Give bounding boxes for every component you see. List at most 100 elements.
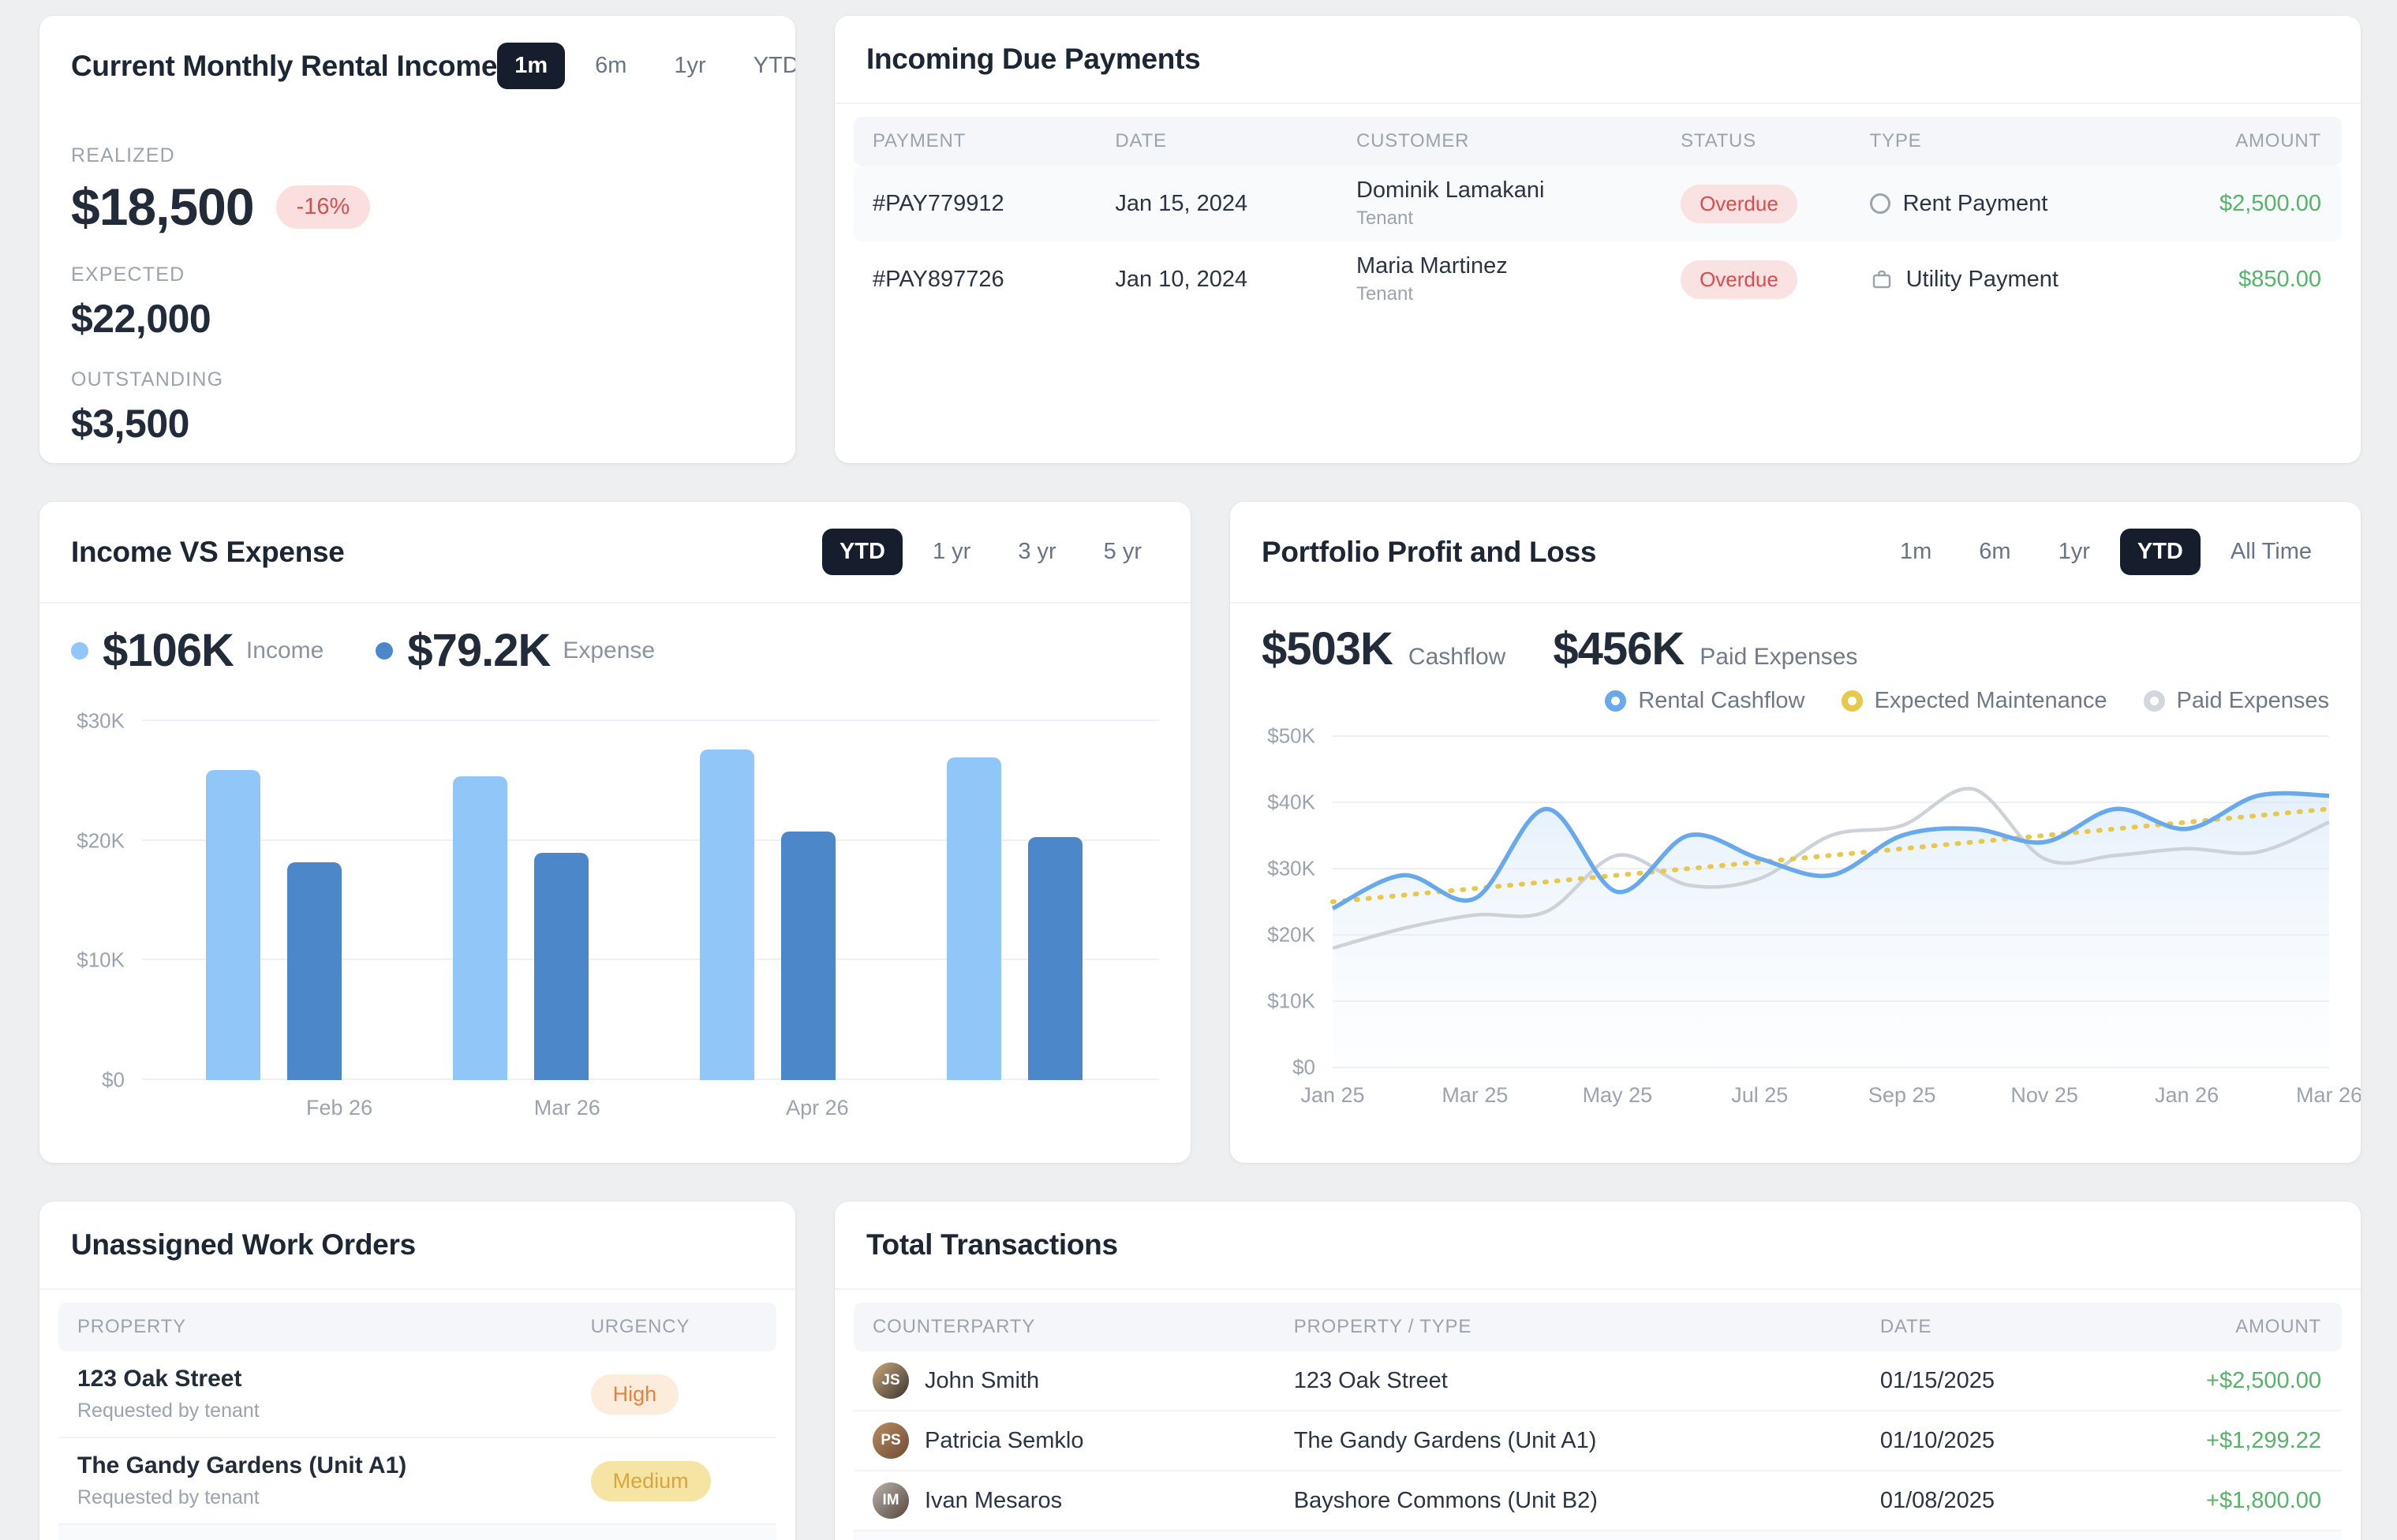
due-payments-header: Incoming Due Payments bbox=[835, 16, 2361, 104]
transaction-date: 01/08/2025 bbox=[1879, 1487, 1995, 1513]
tab-3-yr[interactable]: 3 yr bbox=[1000, 529, 1073, 575]
stat-realized: REALIZED $18,500 -16% bbox=[71, 144, 764, 237]
gridline bbox=[142, 959, 1159, 961]
tab-1yr[interactable]: 1yr bbox=[2041, 529, 2107, 575]
property-name: The Gandy Gardens (Unit A1) bbox=[77, 1452, 407, 1478]
y-tick-label: $10K bbox=[77, 948, 125, 972]
column-header-type: TYPE bbox=[1869, 130, 1922, 151]
transaction-amount: +$2,500.00 bbox=[2206, 1367, 2321, 1393]
payment-id: #PAY779912 bbox=[873, 190, 1004, 216]
column-header-counterparty: COUNTERPARTY bbox=[873, 1316, 1036, 1337]
counterparty-name: Ivan Mesaros bbox=[925, 1487, 1063, 1513]
y-tick-label: $50K bbox=[1267, 723, 1315, 748]
stat-value: $3,500 bbox=[71, 402, 189, 446]
transaction-date: 01/10/2025 bbox=[1879, 1427, 1995, 1453]
payment-row[interactable]: #PAY897726 Jan 10, 2024 Maria Martinez Tena… bbox=[854, 241, 2342, 317]
income-bar bbox=[453, 776, 508, 1080]
payment-date: Jan 15, 2024 bbox=[1115, 190, 1248, 216]
expense-bar bbox=[286, 862, 342, 1080]
payment-customer: Maria Martinez Tenant bbox=[1337, 253, 1662, 305]
status-badge: Overdue bbox=[1681, 260, 1797, 299]
payment-customer: Dominik Lamakani Tenant bbox=[1337, 178, 1662, 230]
income-bar bbox=[206, 770, 261, 1080]
transaction-row[interactable]: IM Ivan Mesaros Bayshore Commons (Unit B2)… bbox=[854, 1471, 2342, 1531]
stat-value-row: $22,000 bbox=[71, 296, 764, 342]
transaction-counterparty: IM Ivan Mesaros bbox=[854, 1482, 1275, 1519]
counterparty-name: Patricia Semklo bbox=[925, 1427, 1084, 1453]
tab-6m[interactable]: 6m bbox=[1961, 529, 2028, 575]
tab-6m[interactable]: 6m bbox=[578, 43, 644, 89]
portfolio-pnl-plot bbox=[1333, 736, 2329, 1067]
payment-type-label: Utility Payment bbox=[1905, 266, 2059, 292]
customer-name: Dominik Lamakani bbox=[1356, 177, 1545, 203]
y-tick-label: $0 bbox=[1292, 1055, 1315, 1079]
payment-amount: $2,500.00 bbox=[2219, 190, 2321, 216]
income-expense-title: Income VS Expense bbox=[71, 535, 345, 568]
stat-label: EXPECTED bbox=[71, 264, 185, 286]
transaction-row[interactable]: PS Patricia Semklo The Gandy Gardens (Unit… bbox=[854, 1411, 2342, 1471]
transaction-row[interactable]: JS John Smith 123 Oak Street 01/15/2025 +$2,… bbox=[854, 1351, 2342, 1411]
work-order-row[interactable]: The Gandy Gardens (Unit A1) Requested by … bbox=[58, 1438, 776, 1525]
urgency-badge: High bbox=[590, 1374, 679, 1415]
stat-label: OUTSTANDING bbox=[71, 368, 224, 391]
circle-icon bbox=[1869, 193, 1890, 214]
transaction-counterparty: JS John Smith bbox=[854, 1362, 1275, 1399]
tab-5-yr[interactable]: 5 yr bbox=[1086, 529, 1159, 575]
stat-value-row: $3,500 bbox=[71, 401, 764, 447]
tab-1m[interactable]: 1m bbox=[497, 43, 566, 89]
avatar: PS bbox=[873, 1422, 909, 1459]
stat-value: $456K bbox=[1553, 623, 1685, 675]
legend-income: $106K Income bbox=[71, 624, 323, 677]
due-payments-table-body: #PAY779912 Jan 15, 2024 Dominik Lamakani Te… bbox=[854, 166, 2342, 317]
transaction-property: Bayshore Commons (Unit B2) bbox=[1293, 1487, 1598, 1513]
stat-label: Cashflow bbox=[1408, 644, 1506, 670]
rental-income-header: Current Monthly Rental Income 1m 6m 1yr YTD bbox=[39, 16, 795, 116]
legend-label: Expense bbox=[563, 637, 656, 663]
rental-income-tabs: 1m 6m 1yr YTD bbox=[497, 43, 795, 89]
tab-1-yr[interactable]: 1 yr bbox=[915, 529, 988, 575]
work-order-row[interactable]: Bayshore Commons (Unit A1)Requested by y… bbox=[58, 1525, 776, 1540]
column-header-payment: PAYMENT bbox=[873, 130, 967, 151]
tab-ytd[interactable]: YTD bbox=[2119, 529, 2201, 575]
bottom-row: Unassigned Work Orders PROPERTY URGENCY 1… bbox=[39, 1202, 2361, 1540]
work-orders-card: Unassigned Work Orders PROPERTY URGENCY 1… bbox=[39, 1202, 795, 1540]
middle-row: Income VS Expense YTD 1 yr 3 yr 5 yr $106K I… bbox=[39, 502, 2361, 1163]
transactions-card: Total Transactions COUNTERPARTY PROPERTY … bbox=[835, 1202, 2361, 1540]
rental-income-stats: REALIZED $18,500 -16% EXPECTED $22,000 OUTSTA… bbox=[39, 116, 795, 463]
payment-amount: $850.00 bbox=[2238, 266, 2321, 292]
tab-ytd[interactable]: YTD bbox=[821, 529, 903, 575]
stat-value: $18,500 bbox=[71, 178, 255, 236]
column-header-status: STATUS bbox=[1681, 130, 1756, 151]
y-tick-label: $30K bbox=[1267, 856, 1315, 880]
transaction-amount: +$1,299.22 bbox=[2206, 1427, 2321, 1453]
column-header-amount: AMOUNT bbox=[2235, 130, 2321, 151]
work-orders-title: Unassigned Work Orders bbox=[71, 1228, 416, 1261]
customer-role: Tenant bbox=[1356, 207, 1413, 230]
requested-by: Requested by tenant bbox=[77, 1486, 260, 1508]
transactions-header: Total Transactions bbox=[835, 1202, 2361, 1290]
tab-1m[interactable]: 1m bbox=[1883, 529, 1949, 575]
income-expense-header: Income VS Expense YTD 1 yr 3 yr 5 yr bbox=[39, 502, 1191, 604]
payment-row[interactable]: #PAY779912 Jan 15, 2024 Dominik Lamakani Te… bbox=[854, 166, 2342, 241]
tab-1yr[interactable]: 1yr bbox=[656, 43, 723, 89]
work-order-row[interactable]: 123 Oak Street Requested by tenant High bbox=[58, 1351, 776, 1438]
tab-ytd[interactable]: YTD bbox=[736, 43, 795, 89]
portfolio-pnl-y-axis: $0 $10K $20K $30K $40K $50K bbox=[1262, 724, 1333, 1079]
stat-cashflow: $503K Cashflow bbox=[1262, 622, 1505, 675]
column-header-property-type: PROPERTY / TYPE bbox=[1293, 1316, 1472, 1337]
legend-label: Rental Cashflow bbox=[1638, 688, 1805, 713]
expected-maintenance-ring-icon bbox=[1841, 690, 1863, 712]
portfolio-pnl-legend: Rental Cashflow Expected Maintenance Paid … bbox=[1230, 675, 2361, 714]
column-header-property: PROPERTY bbox=[77, 1316, 186, 1337]
tab-all-time[interactable]: All Time bbox=[2213, 529, 2329, 575]
maintenance-line bbox=[1333, 809, 2329, 902]
income-expense-x-axis: Feb 26 Mar 26 Apr 26 bbox=[142, 1080, 1159, 1129]
transaction-row[interactable]: MJMike JohnsonMaintenance01/20/2025-$1,2… bbox=[854, 1531, 2342, 1540]
pnl-line-chart-svg bbox=[1333, 736, 2329, 1067]
portfolio-pnl-card: Portfolio Profit and Loss 1m 6m 1yr YTD All … bbox=[1230, 502, 2361, 1163]
x-tick-label: Mar 25 bbox=[1442, 1083, 1509, 1107]
work-orders-header: Unassigned Work Orders bbox=[39, 1202, 795, 1290]
x-tick-label: Mar 26 bbox=[533, 1096, 600, 1119]
payment-id: #PAY897726 bbox=[873, 266, 1004, 292]
payment-type: Rent Payment bbox=[1851, 191, 2133, 217]
